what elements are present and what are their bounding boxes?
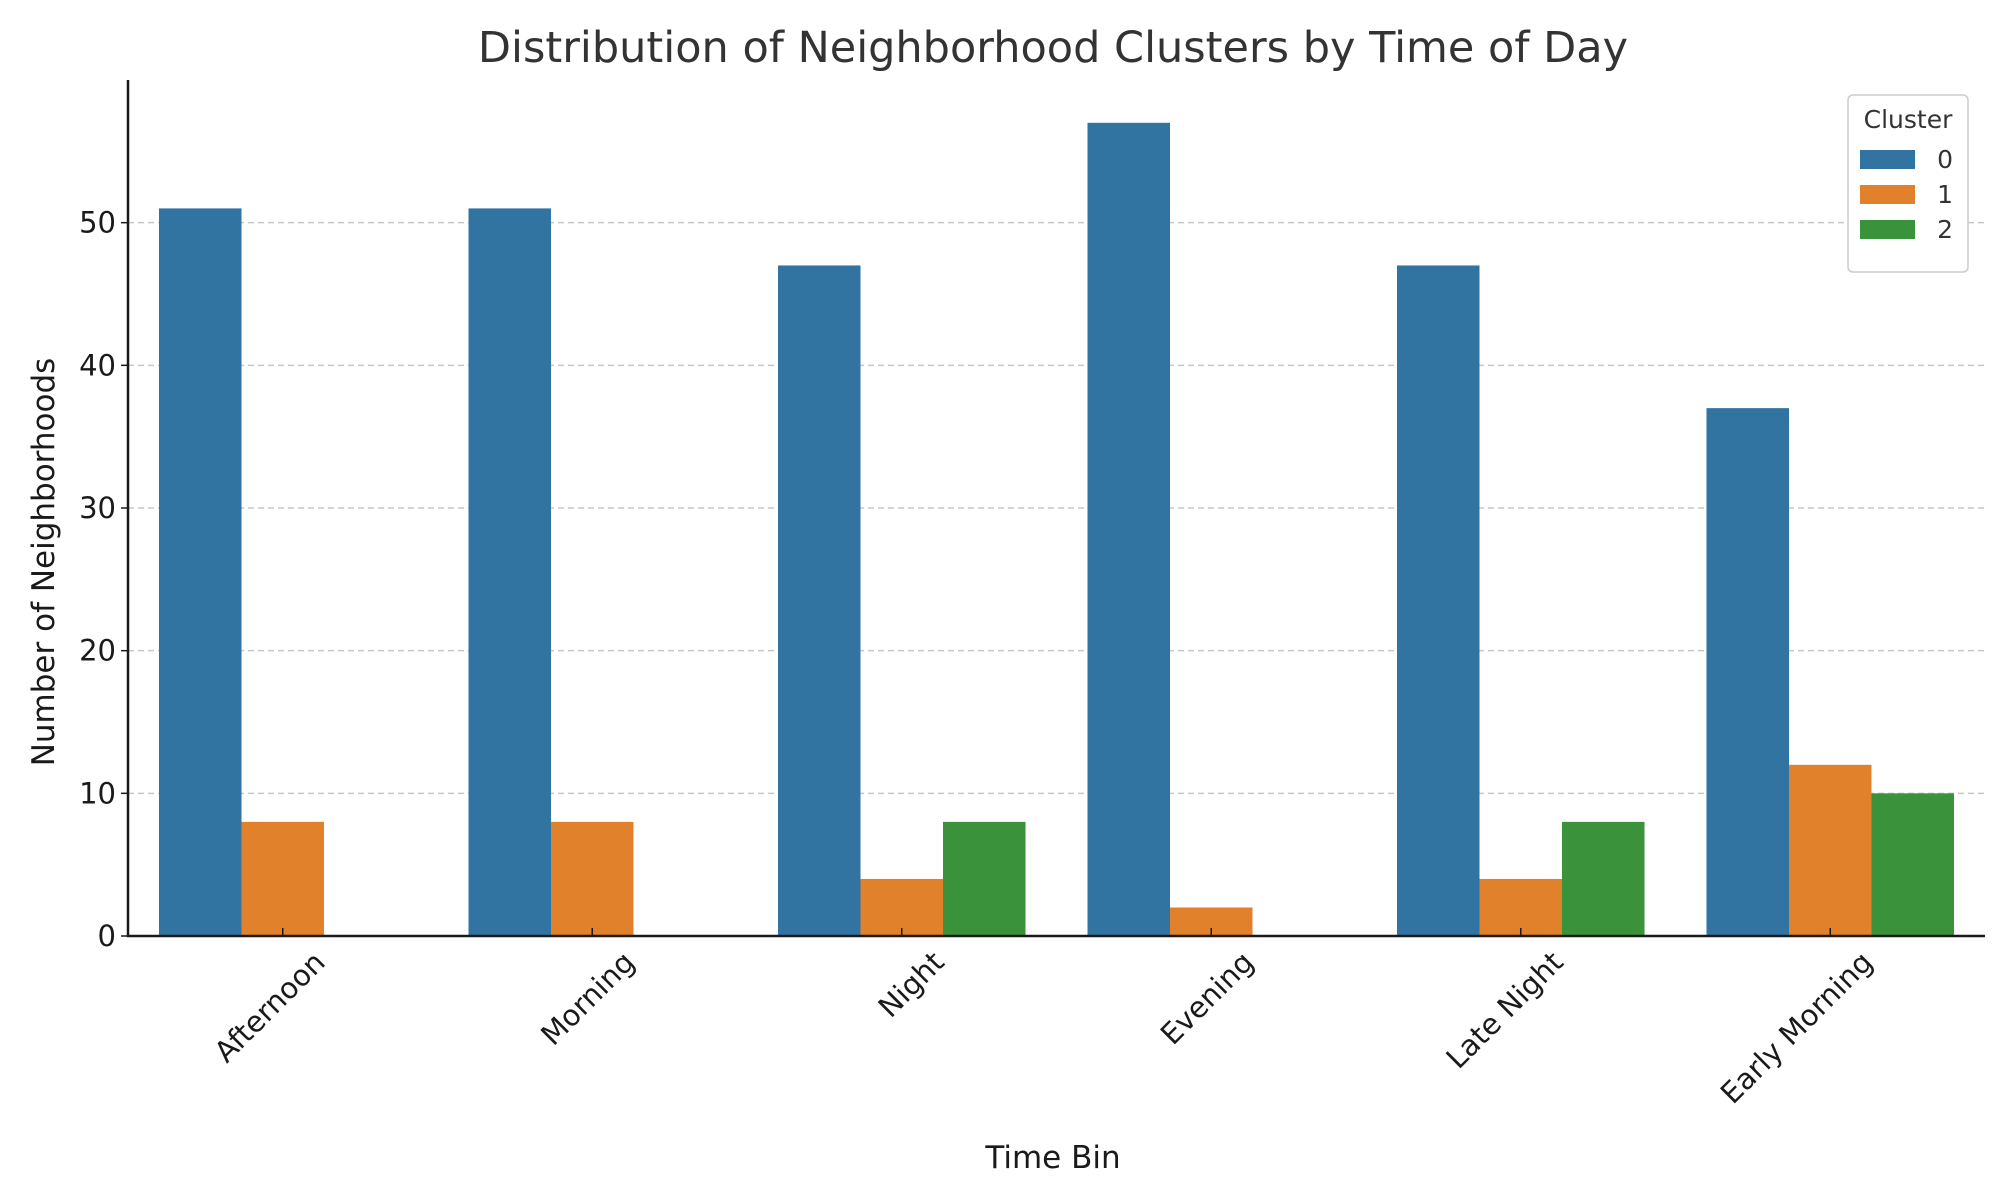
x-axis-ticks: Afternoon Morning Night Evening Late Night Ea… — [208, 928, 1879, 1110]
y-tick-label: 10 — [79, 776, 116, 810]
bar-afternoon-cluster-0 — [159, 208, 242, 936]
x-tick-label: Night — [872, 945, 951, 1024]
y-axis-label: Number of Neighborhoods — [26, 358, 62, 767]
y-tick-label: 20 — [79, 634, 116, 668]
legend-label-cluster-2: 2 — [1937, 215, 1953, 244]
bar-night-cluster-0 — [778, 265, 861, 936]
bar-night-cluster-2 — [943, 821, 1026, 936]
legend-label-cluster-0: 0 — [1937, 145, 1953, 174]
legend-swatch-cluster-0 — [1860, 150, 1915, 169]
chart-title: Distribution of Neighborhood Clusters by… — [478, 23, 1628, 73]
x-tick-label: Early Morning — [1714, 945, 1879, 1110]
bar-late-night-cluster-1 — [1479, 878, 1562, 936]
bar-morning-cluster-1 — [551, 821, 634, 936]
x-axis-label: Time Bin — [984, 1140, 1120, 1176]
axes — [126, 80, 1985, 938]
bar-night-cluster-1 — [860, 878, 943, 936]
legend-swatch-cluster-1 — [1860, 185, 1915, 204]
bar-early-morning-cluster-0 — [1706, 408, 1789, 937]
grid-lines — [128, 221, 1985, 795]
legend-title: Cluster — [1864, 105, 1953, 134]
legend: Cluster 0 1 2 — [1847, 94, 1969, 273]
y-tick-label: 30 — [79, 491, 116, 525]
x-tick-label: Late Night — [1439, 945, 1569, 1075]
x-tick-label: Morning — [534, 945, 641, 1052]
bar-afternoon-cluster-1 — [241, 821, 324, 936]
bar-late-night-cluster-0 — [1397, 265, 1480, 936]
x-tick-label: Afternoon — [208, 945, 332, 1069]
x-tick-label: Evening — [1154, 945, 1260, 1051]
bar-late-night-cluster-2 — [1562, 821, 1645, 936]
legend-label-cluster-1: 1 — [1937, 180, 1953, 209]
bar-early-morning-cluster-2 — [1871, 793, 1954, 936]
legend-swatch-cluster-2 — [1860, 220, 1915, 239]
y-tick-label: 40 — [79, 348, 116, 382]
bars — [159, 122, 1954, 937]
bar-early-morning-cluster-1 — [1789, 764, 1872, 936]
y-tick-label: 0 — [98, 919, 116, 953]
y-axis-ticks: 0 10 20 30 40 50 — [79, 206, 128, 953]
y-tick-label: 50 — [79, 206, 116, 240]
bar-morning-cluster-0 — [468, 208, 551, 936]
bar-evening-cluster-0 — [1087, 122, 1170, 937]
